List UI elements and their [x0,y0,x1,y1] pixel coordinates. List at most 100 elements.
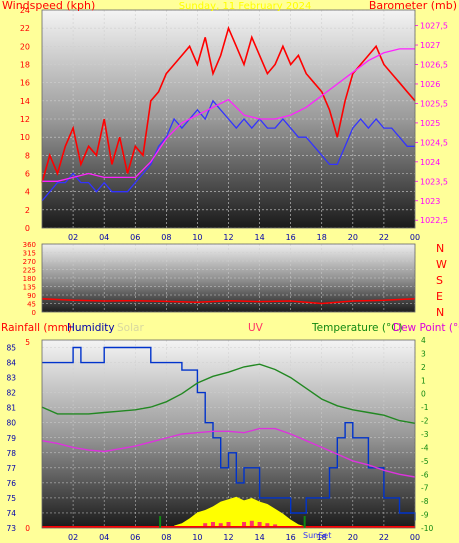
solar-area [174,496,307,528]
temperature-tick-label: -4 [421,443,429,452]
direction-tick-label: 135 [23,284,36,292]
time-tick-label: 16 [286,233,296,242]
direction-tick-label: 270 [23,258,36,266]
wind-direction-frame [41,243,416,313]
rain-humidity-temp-frame [41,339,416,529]
windspeed-tick-label: 2 [25,206,30,215]
temperature-tick-label: 0 [421,390,426,399]
windspeed-axis-title: Windspeed (kph) [2,0,95,12]
temperature-tick-label: -3 [421,430,429,439]
humidity-tick-label: 81 [6,404,16,413]
humidity-legend-label: Humidity [67,322,115,334]
uv-bar [249,520,254,528]
barometer-tick-label: 1023 [420,197,440,206]
direction-tick-label: 180 [23,275,36,283]
barometer-tick-label: 1024 [420,158,440,167]
uv-bar [242,522,247,528]
direction-tick-label: 360 [23,241,36,249]
time-tick-label: 12 [223,533,233,542]
rainfall-legend-label: Rainfall (mm) [1,322,72,334]
windspeed-tick-label: 12 [20,115,30,124]
time-tick-label: 14 [254,233,264,242]
dew-point-legend-label: Dew Point (°C) [393,322,459,334]
barometer-tick-label: 1025 [420,119,440,128]
temperature-tick-label: 3 [421,349,426,358]
barometer-tick-label: 1022,5 [420,216,448,225]
humidity-tick-label: 76 [6,479,16,488]
rain-humidity-temp-series [41,346,416,528]
time-tick-label: 20 [348,233,358,242]
windspeed-tick-label: 16 [20,79,30,88]
temperature-tick-label: -2 [421,417,429,426]
humidity-tick-label: 85 [6,344,16,353]
time-tick-label: 10 [192,233,202,242]
barometer-tick-label: 1025,5 [420,99,448,108]
barometer-tick-label: 1027,5 [420,22,448,31]
windspeed-tick-label: 4 [25,188,30,197]
barometer-tick-label: 1024,5 [420,138,448,147]
time-tick-label: 10 [192,533,202,542]
temperature-tick-label: -5 [421,457,429,466]
compass-label: N [436,306,444,319]
time-tick-label: 18 [317,233,327,242]
compass-label: S [436,274,443,287]
temperature-tick-label: -6 [421,470,429,479]
temperature-tick-label: 2 [421,363,426,372]
time-tick-label: 18 [317,533,327,542]
humidity-tick-label: 83 [6,374,16,383]
uv-bar [257,522,262,528]
rainfall-tick-label: 0 [25,524,30,533]
temperature-tick-label: 1 [421,376,426,385]
compass-label: N [436,242,444,255]
wind-baro-series [41,25,416,202]
time-tick-label: 16 [286,533,296,542]
time-tick-label: 22 [379,533,389,542]
time-tick-label: 00 [410,233,420,242]
sunset-marker-label: SunSet [303,531,331,540]
barometer-tick-label: 1026,5 [420,61,448,70]
humidity-tick-label: 80 [6,419,16,428]
time-tick-label: 20 [348,533,358,542]
time-tick-label: 08 [161,533,171,542]
windspeed-tick-label: 18 [20,61,30,70]
humidity-series-line [42,346,416,521]
time-tick-label: 02 [68,533,78,542]
uv-bar [265,523,270,528]
gust-series-line [41,25,416,183]
direction-tick-label: 315 [23,250,36,258]
barometer-tick-label: 1027 [420,41,440,50]
direction-tick-label: 90 [27,292,36,300]
humidity-tick-label: 79 [6,434,16,443]
wind-series-line [41,99,415,202]
time-tick-label: 04 [99,233,109,242]
time-tick-label: 06 [130,233,140,242]
rainfall-tick-label: 5 [25,338,30,347]
windspeed-tick-label: 22 [20,24,30,33]
rain-humidity-temp-axes: 7374757677787980818283848505-10-9-8-7-6-… [6,336,433,542]
wind-direction-series [41,298,416,305]
time-tick-label: 06 [130,533,140,542]
humidity-tick-label: 73 [6,524,16,533]
temperature-tick-label: -9 [421,511,429,520]
uv-legend-label: UV [248,322,264,334]
windspeed-tick-label: 8 [25,151,30,160]
humidity-tick-label: 82 [6,389,16,398]
humidity-tick-label: 84 [6,359,16,368]
humidity-tick-label: 78 [6,449,16,458]
barometer-axis-title: Barometer (mb) [369,0,457,12]
solar-legend-label: Solar [117,322,144,334]
dew_point-series-line [41,427,416,478]
uv-bar [203,523,208,528]
compass-label: E [436,290,443,303]
baro-series-line [42,48,415,182]
time-tick-label: 02 [68,233,78,242]
windspeed-tick-label: 6 [25,170,30,179]
windspeed-tick-label: 24 [20,6,30,15]
time-tick-label: 08 [161,233,171,242]
time-tick-label: 22 [379,233,389,242]
windspeed-tick-label: 20 [20,42,30,51]
time-tick-label: 00 [410,533,420,542]
